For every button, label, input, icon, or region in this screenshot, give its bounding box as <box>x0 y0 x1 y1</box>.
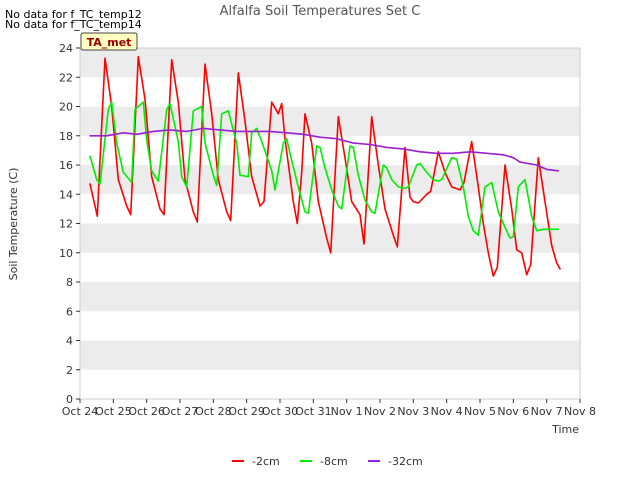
site-badge-label: TA_met <box>87 36 132 49</box>
no-data-note-1: No data for f_TC_temp12 <box>5 8 142 21</box>
series-line-2cm <box>89 55 561 277</box>
y-tick-label: 22 <box>59 71 73 84</box>
x-tick-label: Oct 25 <box>95 405 132 418</box>
x-tick-label: Oct 26 <box>128 405 165 418</box>
series-lines <box>89 55 561 277</box>
grid-band <box>80 340 580 370</box>
x-tick-label: Oct 29 <box>228 405 265 418</box>
series-line-32cm <box>89 127 560 172</box>
x-axis-label: Time <box>551 423 579 436</box>
legend-label-32cm: -32cm <box>388 455 423 468</box>
y-tick-label: 20 <box>59 101 73 114</box>
y-tick-label: 10 <box>59 247 73 260</box>
y-axis-label: Soil Temperature (C) <box>7 168 20 281</box>
x-tick-label: Oct 28 <box>195 405 232 418</box>
x-tick-label: Nov 2 <box>364 405 396 418</box>
x-tick-label: Oct 24 <box>62 405 99 418</box>
x-tick-label: Nov 8 <box>564 405 596 418</box>
y-tick-label: 0 <box>66 393 73 406</box>
legend-label-2cm: -2cm <box>252 455 280 468</box>
x-tick-label: Nov 6 <box>497 405 529 418</box>
x-tick-label: Oct 27 <box>162 405 199 418</box>
y-tick-label: 24 <box>59 42 73 55</box>
y-tick-label: 8 <box>66 276 73 289</box>
no-data-note-2: No data for f_TC_temp14 <box>5 18 142 31</box>
chart-title: Alfalfa Soil Temperatures Set C <box>220 4 421 19</box>
x-tick-label: Nov 4 <box>431 405 463 418</box>
y-tick-label: 12 <box>59 218 73 231</box>
y-tick-label: 16 <box>59 159 73 172</box>
series-line-8cm <box>89 101 560 239</box>
grid-band <box>80 194 580 224</box>
x-tick-label: Nov 7 <box>531 405 563 418</box>
y-tick-label: 4 <box>66 335 73 348</box>
grid-band <box>80 77 580 107</box>
grid-band <box>80 252 580 282</box>
x-tick-label: Oct 31 <box>295 405 332 418</box>
grid-band <box>80 48 580 78</box>
y-tick-label: 18 <box>59 130 73 143</box>
background-bands <box>80 48 580 399</box>
y-tick-label: 14 <box>59 188 73 201</box>
site-badge: TA_met <box>80 32 138 51</box>
site-badge-box <box>80 32 138 51</box>
grid-band <box>80 282 580 312</box>
x-tick-label: Oct 30 <box>262 405 299 418</box>
grid-band <box>80 135 580 165</box>
x-tick-label: Nov 5 <box>464 405 496 418</box>
x-tick-label: Nov 3 <box>397 405 429 418</box>
y-tick-label: 6 <box>66 305 73 318</box>
y-tick-label: 2 <box>66 364 73 377</box>
grid-band <box>80 165 580 195</box>
x-tick-label: Nov 1 <box>331 405 363 418</box>
legend: -2cm -8cm -32cm <box>232 455 423 468</box>
legend-label-8cm: -8cm <box>320 455 348 468</box>
grid-band <box>80 311 580 341</box>
grid-band <box>80 369 580 399</box>
